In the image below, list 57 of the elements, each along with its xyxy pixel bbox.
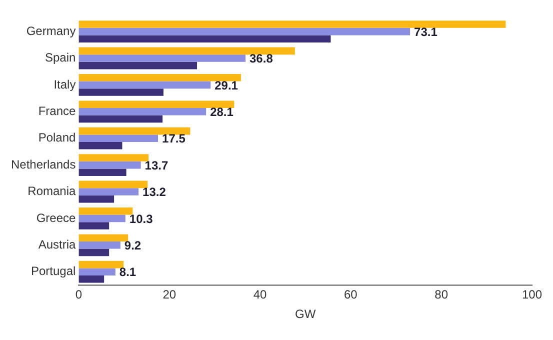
data-label: 36.8	[250, 52, 274, 66]
bar	[78, 47, 295, 55]
bar	[78, 222, 110, 230]
bar	[78, 35, 331, 42]
y-tick-label: Germany	[26, 24, 76, 38]
bar	[78, 242, 120, 249]
bar	[78, 234, 128, 242]
bar	[78, 108, 206, 116]
bar	[78, 115, 163, 123]
y-tick-label: Greece	[36, 210, 76, 225]
bar	[78, 127, 190, 135]
y-tick-label: Spain	[45, 50, 76, 65]
bar	[78, 161, 141, 169]
bar	[78, 180, 148, 188]
bar	[78, 195, 114, 203]
y-tick-label: Italy	[54, 77, 76, 92]
x-tick-label: 100	[522, 288, 542, 302]
x-tick-label: 20	[162, 288, 176, 302]
x-tick-label: 40	[253, 288, 268, 302]
x-tick-label: 60	[344, 288, 358, 302]
y-tick-label: Poland	[38, 130, 76, 145]
data-label: 13.2	[142, 185, 166, 200]
y-tick-label: France	[38, 104, 76, 118]
bar	[78, 54, 246, 62]
y-tick-label: Romania	[28, 184, 76, 198]
bar	[78, 142, 122, 150]
data-label: 28.1	[210, 104, 234, 119]
bar	[78, 248, 110, 256]
bar	[78, 74, 241, 82]
x-tick-label: 80	[434, 288, 448, 302]
bar	[78, 134, 158, 142]
bar	[78, 260, 124, 268]
bar	[78, 62, 198, 70]
data-label: 29.1	[214, 78, 238, 92]
data-label: 8.1	[119, 265, 136, 280]
bar	[78, 154, 149, 162]
bar	[78, 100, 234, 108]
data-label: 9.2	[124, 238, 142, 252]
x-tick-label: 0	[75, 288, 82, 302]
bar	[78, 268, 116, 276]
x-axis-title: GW	[295, 307, 316, 322]
data-label: 13.7	[144, 158, 168, 172]
bar	[78, 20, 506, 28]
bar	[78, 28, 410, 36]
bar	[78, 168, 126, 176]
y-tick-label: Austria	[38, 237, 76, 252]
bar	[78, 81, 211, 89]
data-label: 17.5	[162, 132, 186, 146]
bar	[78, 276, 104, 283]
data-label: 73.1	[414, 24, 438, 39]
bar	[78, 214, 126, 222]
bar	[78, 88, 164, 96]
data-label: 10.3	[129, 212, 154, 226]
bar	[78, 188, 139, 196]
y-tick-label: Netherlands	[10, 157, 76, 172]
y-tick-label: Portugal	[31, 264, 76, 278]
bar	[78, 208, 133, 215]
